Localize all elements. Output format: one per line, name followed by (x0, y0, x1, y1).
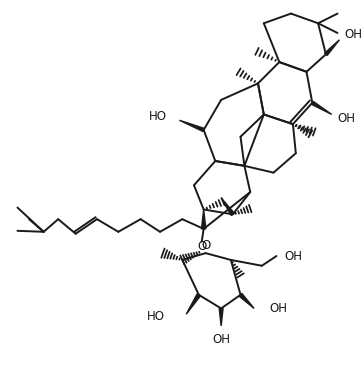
Text: OH: OH (270, 302, 287, 315)
Text: HO: HO (149, 110, 167, 123)
Text: OH: OH (212, 333, 230, 346)
Polygon shape (219, 308, 223, 326)
Text: OH: OH (284, 249, 302, 262)
Text: O: O (201, 239, 210, 252)
Polygon shape (239, 293, 254, 308)
Polygon shape (201, 210, 206, 229)
Text: HO: HO (147, 310, 165, 323)
Polygon shape (179, 120, 204, 132)
Text: OH: OH (344, 29, 362, 41)
Polygon shape (325, 40, 339, 56)
Text: O: O (197, 240, 206, 253)
Polygon shape (221, 198, 234, 215)
Text: OH: OH (338, 112, 355, 125)
Polygon shape (311, 102, 332, 114)
Polygon shape (186, 294, 200, 314)
